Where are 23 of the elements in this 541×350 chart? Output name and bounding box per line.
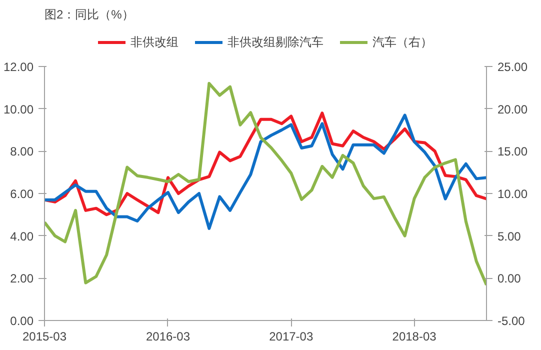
x-tick-label: 2016-03 <box>146 330 190 344</box>
line-series <box>44 82 486 286</box>
y-tick-label: 6.00 <box>10 187 34 201</box>
y-tick-label: 8.00 <box>10 144 34 159</box>
legend-label: 非供改组 <box>130 34 178 50</box>
y2-tick-label: 0.00 <box>498 272 522 286</box>
x-tick-label: 2015-03 <box>22 330 67 344</box>
x-tick-label: 2018-03 <box>392 330 437 344</box>
y2-tick-label: 5.00 <box>498 229 522 244</box>
x-tick-label: 2017-03 <box>269 330 314 344</box>
y-tick-label: 4.00 <box>10 229 34 244</box>
y2-tick-label: 20.00 <box>498 102 528 116</box>
y2-tick-label: 10.00 <box>498 187 528 201</box>
legend-label: 非供改组剔除汽车 <box>228 34 324 50</box>
y2-tick-label: 25.00 <box>498 60 528 74</box>
y-tick-label: 10.00 <box>3 102 34 116</box>
y2-tick-label: -5.00 <box>498 314 526 328</box>
legend-label: 汽车（右） <box>372 34 432 50</box>
y-tick-label: 0.00 <box>10 314 34 328</box>
chart-title: 图2：同比（%） <box>44 8 134 22</box>
y2-tick-label: 15.00 <box>498 144 528 159</box>
y-tick-label: 12.00 <box>3 60 34 74</box>
y-tick-label: 2.00 <box>10 272 34 286</box>
